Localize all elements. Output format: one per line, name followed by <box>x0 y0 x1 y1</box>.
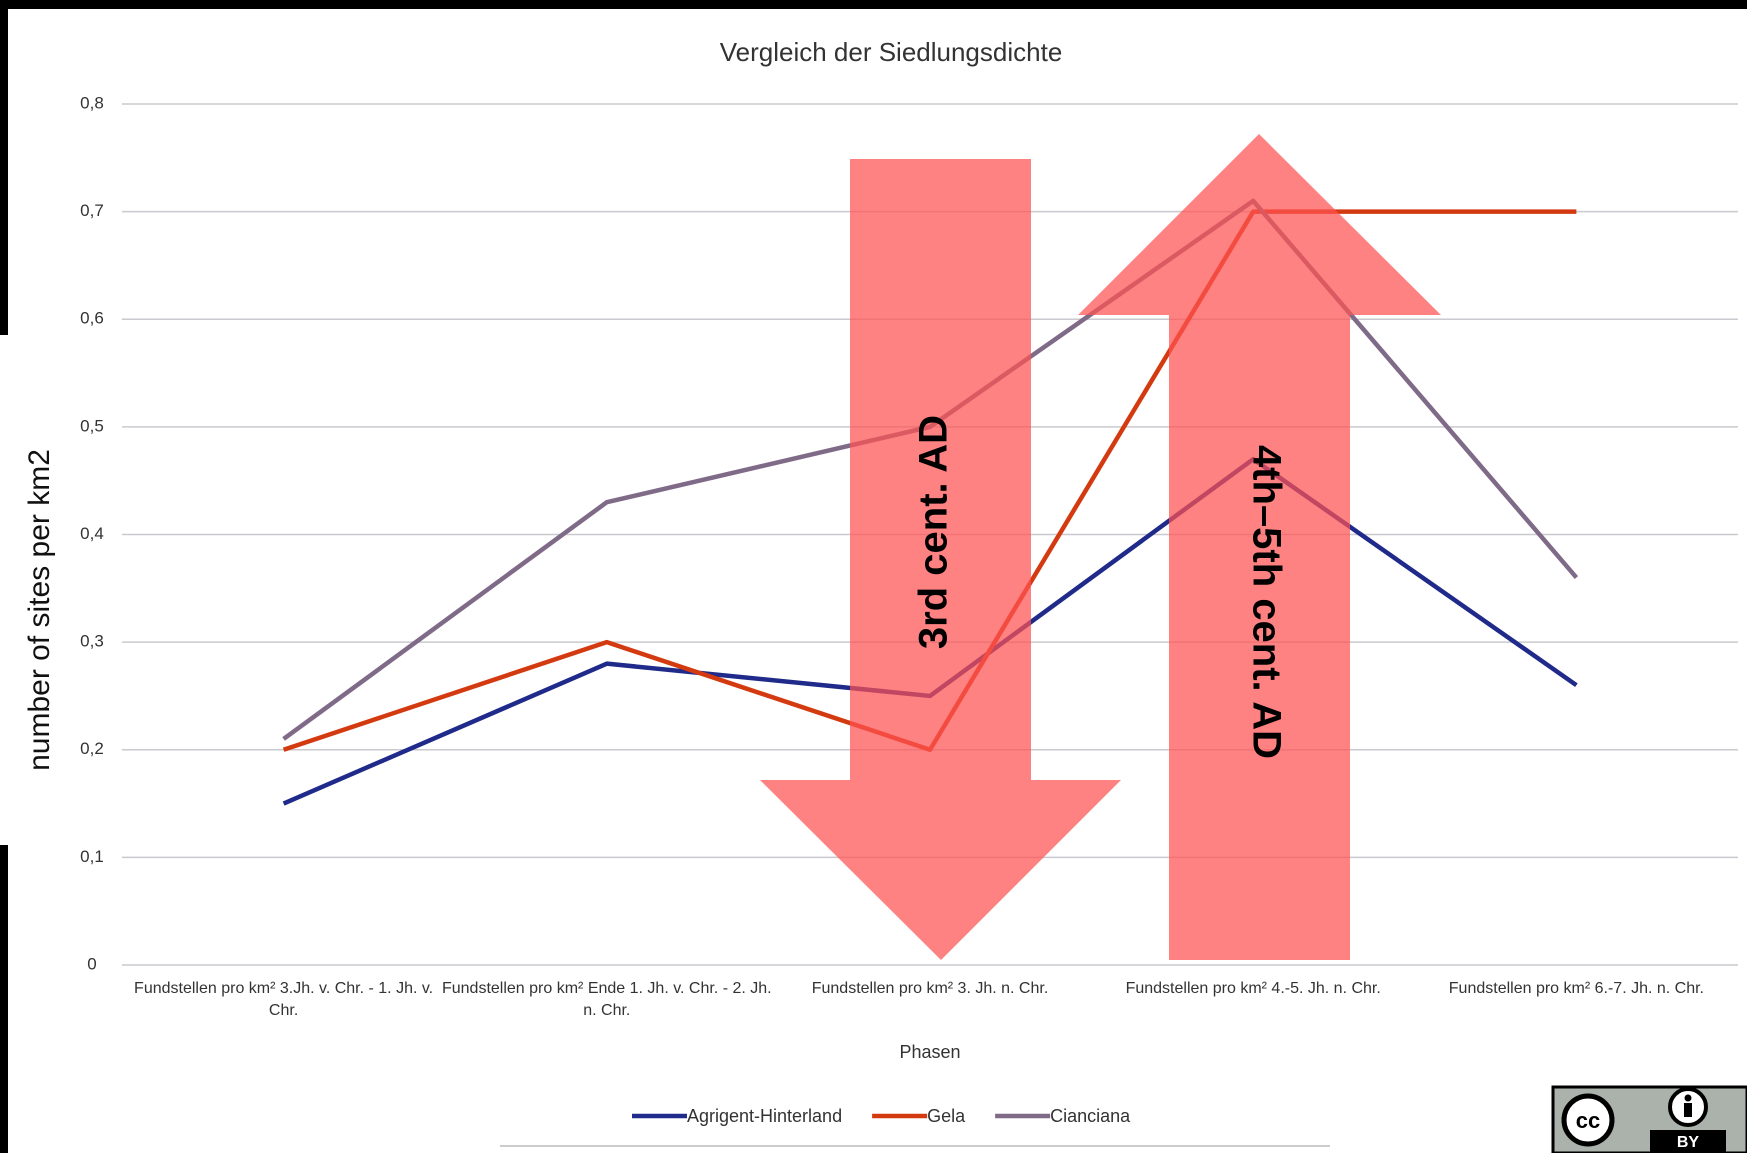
legend-label: Agrigent-Hinterland <box>687 1106 842 1126</box>
y-axis-label: number of sites per km2 <box>23 449 56 771</box>
annotation: 4th–5th cent. AD <box>1244 445 1288 759</box>
y-tick-label: 0,7 <box>80 201 104 220</box>
y-tick-label: 0,4 <box>80 524 104 543</box>
annotation: 3rd cent. AD <box>912 415 956 649</box>
frame-top <box>0 0 1747 9</box>
x-tick-label: Fundstellen pro km² 6.-7. Jh. n. Chr. <box>1448 980 1704 997</box>
y-tick-label: 0 <box>87 954 96 973</box>
x-tick-label: Fundstellen pro km² 4.-5. Jh. n. Chr. <box>1125 980 1381 997</box>
cc-badge: cc <box>1551 1085 1747 1153</box>
svg-text:cc: cc <box>1576 1108 1600 1133</box>
frame-left <box>0 845 8 1153</box>
frame-left <box>0 0 8 335</box>
arrow-down <box>760 159 1121 960</box>
legend-label: Cianciana <box>1050 1106 1131 1126</box>
y-tick-label: 0,2 <box>80 739 104 758</box>
y-tick-label: 0,3 <box>80 632 104 651</box>
x-axis-label: Phasen <box>899 1042 960 1062</box>
legend-label: Gela <box>927 1106 966 1126</box>
arrow-up <box>1078 134 1441 960</box>
y-tick-label: 0,1 <box>80 847 104 866</box>
y-tick-label: 0,6 <box>80 309 104 328</box>
badge-label: BY <box>1677 1134 1700 1151</box>
x-tick-label: Fundstellen pro km² Ende 1. Jh. v. Chr. … <box>441 980 772 1019</box>
y-tick-label: 0,8 <box>80 93 104 112</box>
x-tick-label: Fundstellen pro km² 3. Jh. n. Chr. <box>811 980 1049 997</box>
y-tick-label: 0,5 <box>80 416 104 435</box>
x-tick-label: Fundstellen pro km² 3.Jh. v. Chr. - 1. J… <box>134 980 434 1019</box>
chart-title: Vergleich der Siedlungsdichte <box>720 37 1063 67</box>
